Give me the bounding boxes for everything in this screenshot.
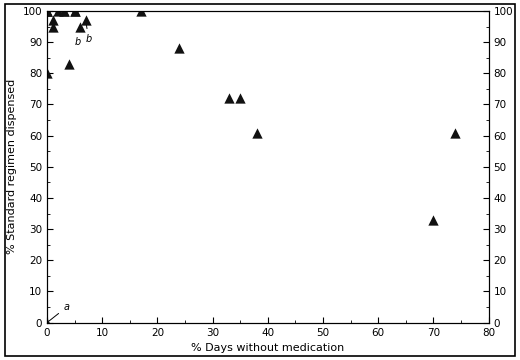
Point <box>137 8 145 14</box>
Point <box>48 17 57 23</box>
Point <box>225 95 233 101</box>
Point <box>82 17 90 23</box>
Point <box>76 24 84 30</box>
Point <box>43 8 51 14</box>
Text: a: a <box>49 302 70 321</box>
X-axis label: % Days without medication: % Days without medication <box>191 343 344 353</box>
Point <box>70 8 79 14</box>
Point <box>451 130 460 135</box>
Text: b: b <box>86 23 92 44</box>
Point <box>54 8 62 14</box>
Point <box>59 8 68 14</box>
Point <box>43 71 51 76</box>
Point <box>43 8 51 14</box>
Point <box>43 320 51 325</box>
Point <box>43 8 51 14</box>
Point <box>65 61 73 67</box>
Point <box>59 8 68 14</box>
Point <box>253 130 261 135</box>
Point <box>70 8 79 14</box>
Point <box>429 217 437 222</box>
Text: b: b <box>74 29 81 47</box>
Point <box>175 45 184 51</box>
Point <box>48 24 57 30</box>
Point <box>236 95 244 101</box>
Y-axis label: % Standard regimen dispensed: % Standard regimen dispensed <box>7 79 17 255</box>
